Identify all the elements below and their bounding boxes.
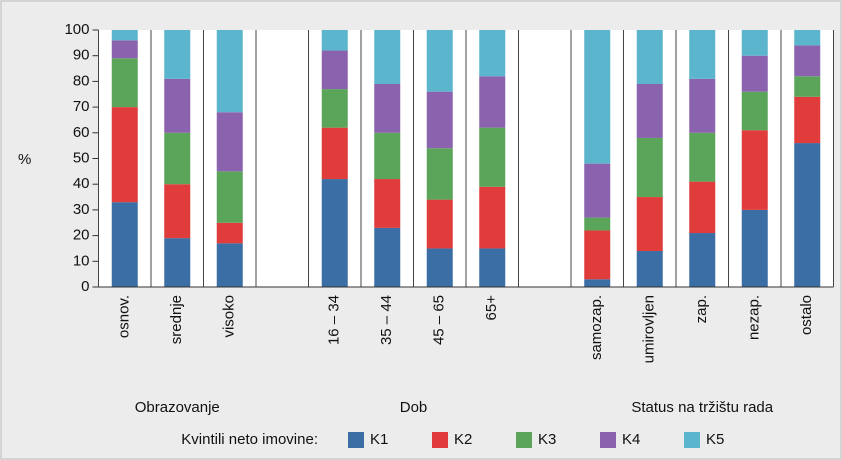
y-tick-label: 100 bbox=[64, 21, 89, 38]
legend-swatch bbox=[348, 432, 364, 448]
bar-segment bbox=[741, 30, 768, 56]
bar-segment bbox=[321, 127, 348, 180]
legend-swatch bbox=[432, 432, 448, 448]
y-tick-label: 20 bbox=[73, 227, 90, 244]
bar-segment bbox=[164, 238, 191, 287]
group-label: Obrazovanje bbox=[135, 399, 220, 416]
bar-segment bbox=[426, 148, 453, 200]
bar-segment bbox=[164, 78, 191, 133]
bar-segment bbox=[479, 76, 506, 128]
y-tick-label: 50 bbox=[73, 149, 90, 166]
bar-segment bbox=[794, 76, 821, 97]
legend-swatch bbox=[684, 432, 700, 448]
bar-segment bbox=[794, 30, 821, 46]
y-tick-label: 80 bbox=[73, 72, 90, 89]
bar-segment bbox=[216, 112, 243, 172]
bar-segment bbox=[689, 78, 716, 133]
bar-segment bbox=[111, 58, 138, 108]
bar-segment bbox=[794, 96, 821, 144]
bar-segment bbox=[741, 209, 768, 287]
legend-title: Kvintili neto imovine: bbox=[181, 431, 318, 448]
bar-segment bbox=[374, 30, 401, 84]
bar-segment bbox=[426, 248, 453, 287]
bar-segment bbox=[111, 40, 138, 59]
group-label: Dob bbox=[400, 399, 428, 416]
bar-segment bbox=[689, 132, 716, 182]
bar-segment bbox=[321, 50, 348, 90]
bar-segment bbox=[479, 186, 506, 249]
bar-segment bbox=[164, 184, 191, 239]
x-tick-label: osnov. bbox=[116, 295, 133, 338]
bar-segment bbox=[374, 227, 401, 287]
x-tick-label: umirovljen bbox=[641, 295, 658, 363]
bar-segment bbox=[636, 137, 663, 198]
x-tick-label: visoko bbox=[221, 295, 238, 338]
x-tick-label: 16 – 34 bbox=[326, 295, 343, 345]
x-tick-label: 35 – 44 bbox=[378, 295, 395, 345]
x-tick-label: zap. bbox=[693, 295, 710, 323]
y-tick-label: 70 bbox=[73, 98, 90, 115]
legend-swatch bbox=[600, 432, 616, 448]
legend-label: K5 bbox=[706, 431, 724, 448]
bar-segment bbox=[741, 91, 768, 131]
bar-segment bbox=[164, 132, 191, 185]
legend-label: K1 bbox=[370, 431, 388, 448]
y-tick-label: 90 bbox=[73, 47, 90, 64]
x-tick-label: nezap. bbox=[746, 295, 763, 340]
bar-segment bbox=[794, 143, 821, 287]
bar-segment bbox=[636, 251, 663, 287]
bar-segment bbox=[374, 132, 401, 180]
bar-segment bbox=[479, 30, 506, 77]
bar-segment bbox=[111, 107, 138, 203]
bar-segment bbox=[111, 202, 138, 287]
bar-segment bbox=[636, 30, 663, 84]
legend-label: K2 bbox=[454, 431, 472, 448]
bar-segment bbox=[111, 30, 138, 41]
bar-segment bbox=[321, 30, 348, 51]
bar-segment bbox=[479, 248, 506, 287]
bar-segment bbox=[216, 171, 243, 223]
bar-segment bbox=[689, 30, 716, 79]
y-axis-label: % bbox=[18, 151, 31, 168]
bar-segment bbox=[584, 230, 611, 280]
bar-segment bbox=[794, 45, 821, 77]
legend-label: K4 bbox=[622, 431, 640, 448]
bar-segment bbox=[636, 197, 663, 252]
bar-segment bbox=[636, 83, 663, 138]
x-tick-label: samozap. bbox=[588, 295, 605, 360]
x-tick-label: srednje bbox=[168, 295, 185, 344]
bar-segment bbox=[584, 279, 611, 287]
bar-segment bbox=[426, 199, 453, 249]
x-tick-label: ostalo bbox=[798, 295, 815, 335]
bar-segment bbox=[426, 91, 453, 149]
bar-segment bbox=[216, 243, 243, 287]
legend-label: K3 bbox=[538, 431, 556, 448]
bar-segment bbox=[216, 222, 243, 244]
bar-segment bbox=[741, 55, 768, 92]
bar-segment bbox=[216, 30, 243, 113]
bar-segment bbox=[426, 30, 453, 92]
bar-segment bbox=[584, 30, 611, 164]
y-tick-label: 40 bbox=[73, 175, 90, 192]
bar-segment bbox=[479, 127, 506, 187]
bar-segment bbox=[374, 179, 401, 228]
bar-segment bbox=[584, 163, 611, 218]
y-tick-label: 60 bbox=[73, 124, 90, 141]
y-tick-label: 10 bbox=[73, 252, 90, 269]
bar-segment bbox=[321, 89, 348, 128]
y-tick-label: 30 bbox=[73, 201, 90, 218]
bar-segment bbox=[374, 83, 401, 133]
x-tick-label: 45 – 65 bbox=[431, 295, 448, 345]
bar-segment bbox=[321, 179, 348, 287]
bar-segment bbox=[689, 181, 716, 234]
bar-segment bbox=[164, 30, 191, 79]
x-tick-label: 65+ bbox=[483, 295, 500, 321]
legend-swatch bbox=[516, 432, 532, 448]
bar-segment bbox=[689, 233, 716, 287]
bar-segment bbox=[584, 217, 611, 231]
y-tick-label: 0 bbox=[81, 278, 89, 295]
group-label: Status na tržištu rada bbox=[631, 399, 773, 416]
bar-segment bbox=[741, 130, 768, 210]
